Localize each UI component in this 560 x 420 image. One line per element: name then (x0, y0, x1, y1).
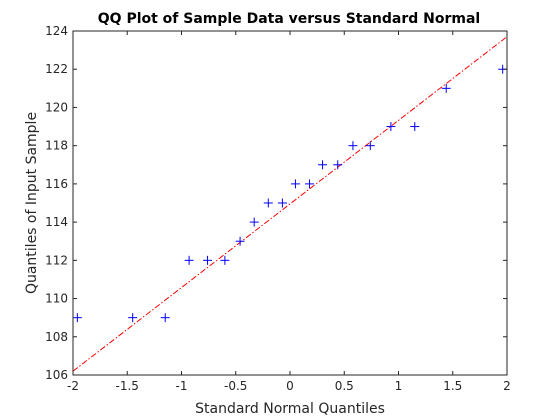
x-tick-label: -2 (67, 379, 79, 393)
data-point (441, 83, 451, 93)
x-axis-title: Standard Normal Quantiles (195, 401, 385, 417)
x-tick-label: 2 (503, 379, 511, 393)
x-tick-label: 0 (286, 379, 294, 393)
y-tick-label: 122 (45, 62, 68, 76)
y-axis: 106 108 110 112 114 116 118 120 122 124 (45, 24, 507, 382)
y-tick-label: 124 (45, 24, 68, 38)
y-tick-label: 116 (45, 177, 68, 191)
reference-line (72, 36, 508, 372)
data-point (386, 122, 396, 132)
plot-box (72, 30, 508, 376)
x-axis: -2 -1.5 -1 -0.5 0 0.5 1 1.5 2 (67, 31, 511, 393)
y-tick-label: 114 (45, 215, 68, 229)
data-point (160, 313, 170, 323)
data-point (290, 179, 300, 189)
plot-content (72, 36, 508, 372)
x-tick-label: 1.5 (443, 379, 462, 393)
y-axis-title: Quantiles of Input Sample (24, 112, 40, 294)
data-point (365, 141, 375, 151)
data-point (235, 236, 245, 246)
y-tick-label: 120 (45, 100, 68, 114)
x-tick-label: -0.5 (224, 379, 247, 393)
y-tick-label: 110 (45, 292, 68, 306)
data-point (220, 255, 230, 265)
y-tick-label: 112 (45, 253, 68, 267)
x-tick-label: 0.5 (335, 379, 354, 393)
x-tick-label: -1 (176, 379, 188, 393)
y-tick-label: 106 (45, 368, 68, 382)
data-point (410, 122, 420, 132)
y-tick-label: 108 (45, 330, 68, 344)
data-point (305, 179, 315, 189)
data-point (249, 217, 259, 227)
data-point (184, 255, 194, 265)
x-tick-label: -1.5 (116, 379, 139, 393)
data-point (263, 198, 273, 208)
x-tick-label: 1 (395, 379, 403, 393)
data-point (318, 160, 328, 170)
data-point (348, 141, 358, 151)
data-point (128, 313, 138, 323)
data-point (277, 198, 287, 208)
data-point (333, 160, 343, 170)
data-point (72, 313, 82, 323)
data-point (203, 255, 213, 265)
y-tick-label: 118 (45, 139, 68, 153)
chart-title: QQ Plot of Sample Data versus Standard N… (98, 11, 480, 27)
